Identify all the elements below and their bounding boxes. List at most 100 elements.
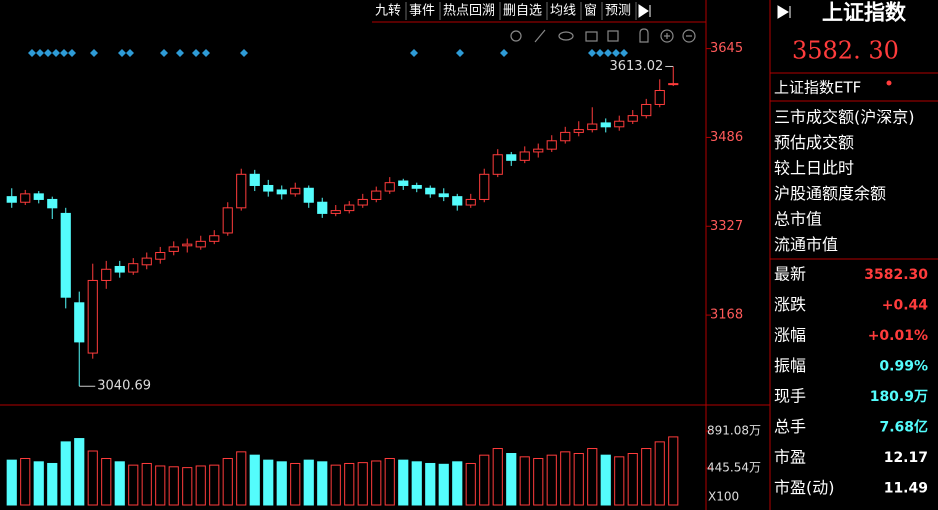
quote-value: 3582.30	[864, 267, 928, 283]
volume-bar	[533, 457, 544, 506]
candle-body	[627, 115, 638, 122]
volume-unit: X100	[708, 490, 739, 504]
candle-body	[101, 268, 112, 281]
candle-body	[209, 235, 220, 242]
volume-bar	[33, 461, 44, 506]
candle-body	[128, 263, 139, 273]
candle-body	[519, 151, 530, 161]
panel-item: 流通市值	[774, 235, 838, 254]
volume-bar	[425, 462, 436, 506]
toolbar-button[interactable]: 删自选	[503, 4, 542, 19]
candle-body	[74, 302, 85, 343]
candle-body	[641, 103, 652, 117]
candle-body	[573, 129, 584, 133]
tool-icons	[510, 28, 696, 43]
volume-bar	[668, 436, 679, 506]
volume-bar	[87, 450, 98, 506]
candle-body	[33, 193, 44, 200]
event-markers	[28, 49, 628, 57]
volume-bar	[168, 466, 179, 506]
volume-bar	[398, 459, 409, 506]
candle-body	[398, 180, 409, 186]
volume-bar	[587, 448, 598, 506]
candle-body	[141, 257, 152, 266]
volume-bar	[384, 457, 395, 506]
volume-bar	[114, 461, 125, 506]
volume-bar	[155, 465, 166, 506]
volume-bar	[276, 461, 287, 506]
volume-bar	[74, 438, 85, 506]
volume-bar	[222, 457, 233, 506]
candle-body	[438, 193, 449, 198]
panel-item: 较上日此时	[774, 159, 854, 178]
candle-body	[155, 252, 166, 260]
volume-bar	[209, 464, 220, 506]
volume-bar	[573, 453, 584, 506]
high-annotation: 3613.02	[609, 59, 663, 74]
panel-item: 预估成交额	[774, 133, 854, 152]
volume-bar	[290, 462, 301, 506]
y-tick-label: 3327	[710, 219, 743, 234]
candle-body	[182, 243, 193, 247]
candle-body	[452, 196, 463, 206]
quote-label: 市盈(动)	[774, 478, 835, 497]
panel-title: 上证指数	[822, 0, 907, 25]
volume-bar	[141, 462, 152, 506]
quote-label: 涨幅	[774, 326, 806, 345]
etf-link[interactable]: 上证指数ETF	[774, 79, 861, 97]
candle-body	[20, 193, 31, 203]
volume-tick-label: 445.54万	[707, 460, 761, 474]
toolbar-button[interactable]: 均线	[550, 4, 576, 19]
candle-body	[168, 246, 179, 252]
low-annotation: 3040.69	[97, 379, 151, 394]
y-tick-label: 3486	[710, 130, 743, 145]
quote-label: 现手	[774, 387, 806, 406]
volume-bar	[452, 461, 463, 506]
volume-bar	[560, 451, 571, 506]
panel-icon	[777, 5, 791, 19]
volume-bar	[357, 462, 368, 506]
quote-label: 最新	[774, 265, 806, 284]
candle-body	[222, 207, 233, 234]
volume-bar	[317, 461, 328, 506]
volume-bar	[438, 463, 449, 506]
toolbar-button[interactable]: 预测	[605, 4, 631, 19]
volume-bar	[506, 453, 517, 506]
candle-body	[236, 173, 247, 209]
y-tick-label: 3168	[710, 308, 743, 323]
volume-bar	[641, 448, 652, 506]
candle-body	[60, 212, 71, 298]
candle-body	[371, 190, 382, 200]
candle-body	[492, 154, 503, 175]
y-tick-label: 3645	[710, 41, 743, 56]
candle-body	[344, 204, 355, 212]
quote-label: 振幅	[774, 356, 806, 375]
candle-body	[560, 131, 571, 142]
volume-tick-label: 891.08万	[707, 423, 761, 437]
toolbar-icon	[638, 4, 651, 18]
candle-body	[546, 140, 557, 150]
candle-body	[330, 210, 341, 214]
candle-body	[465, 198, 476, 206]
candle-body	[587, 123, 598, 131]
volume-bar	[614, 456, 625, 506]
candle-body	[276, 189, 287, 195]
candle-body	[317, 201, 328, 214]
volume-bar	[519, 456, 530, 506]
candle-body	[47, 198, 58, 209]
panel-price: 3582. 30	[792, 37, 899, 65]
toolbar: 九转 事件 热点回溯 删自选 均线窗预测	[375, 2, 651, 20]
toolbar-button[interactable]: 事件	[409, 4, 435, 19]
candle-body	[6, 196, 17, 203]
volume-bar	[60, 441, 71, 506]
toolbar-button[interactable]: 九转	[375, 4, 401, 19]
quote-value: 180.9万	[870, 389, 928, 405]
volume-bar	[101, 457, 112, 506]
quote-value: 0.99%	[879, 359, 928, 375]
volume-bar	[20, 457, 31, 506]
toolbar-button[interactable]: 窗	[584, 3, 597, 19]
volume-bar	[492, 448, 503, 506]
volume-bar	[600, 454, 611, 506]
toolbar-button[interactable]: 热点回溯	[443, 3, 495, 19]
volume-bar	[47, 462, 58, 506]
